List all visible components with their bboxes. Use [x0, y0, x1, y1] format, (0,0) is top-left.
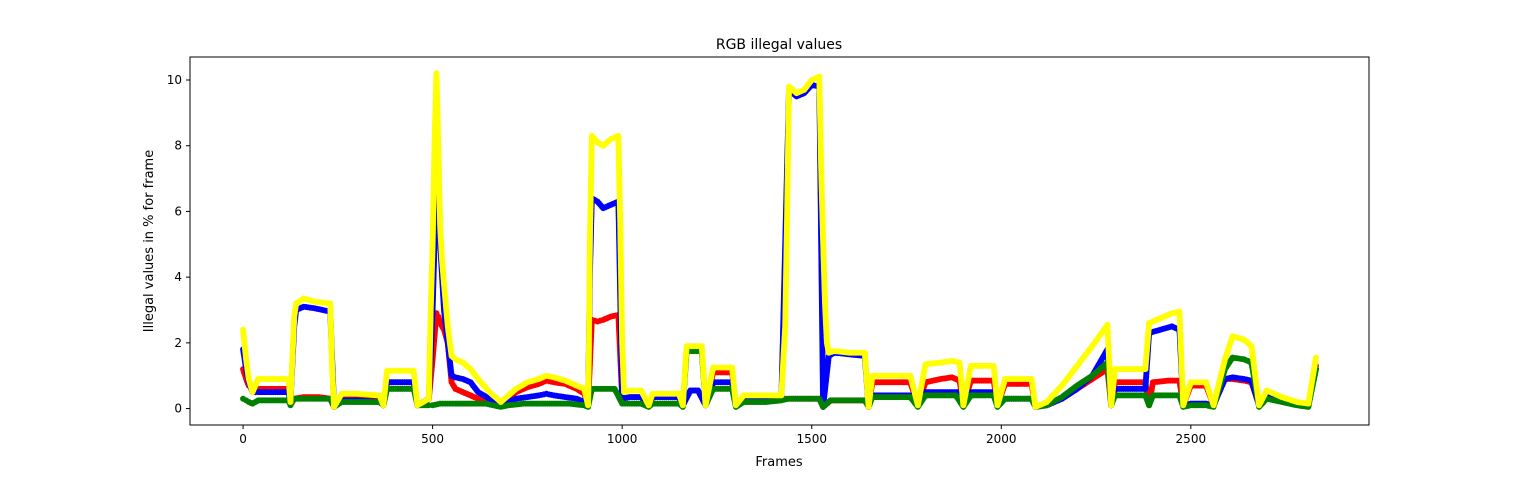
chart-title: RGB illegal values: [716, 37, 842, 53]
series-1: [240, 81, 1319, 410]
series-3: [240, 70, 1319, 410]
points-layer: [240, 70, 1319, 410]
